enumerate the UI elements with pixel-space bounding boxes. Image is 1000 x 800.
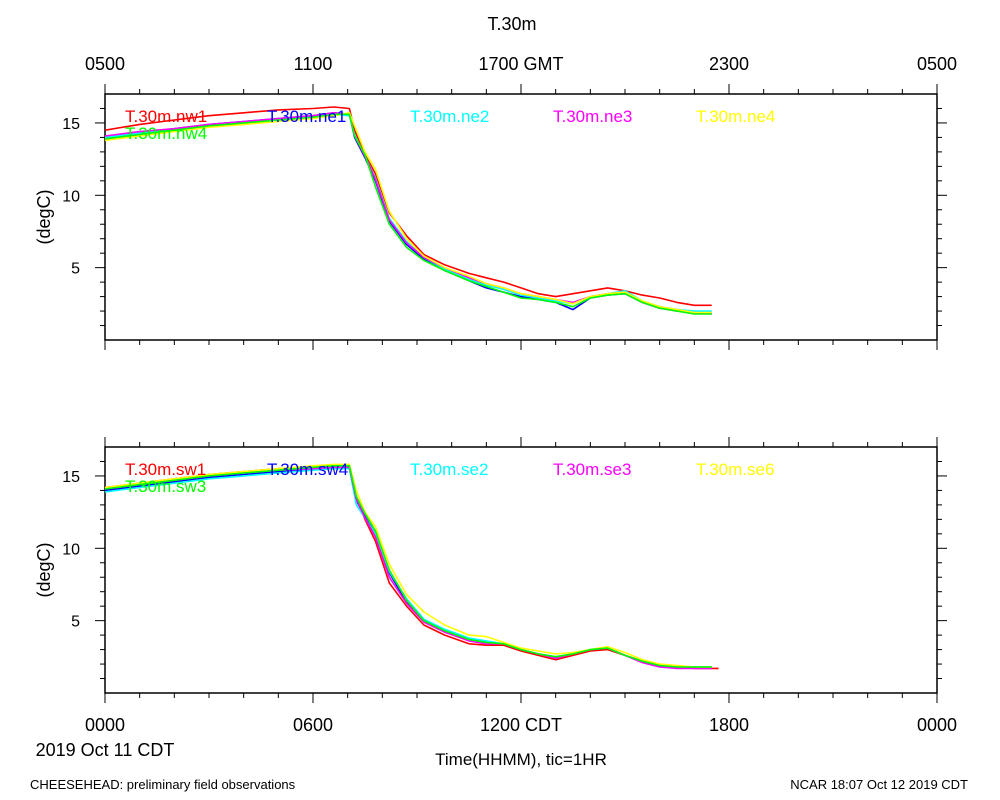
series-line: [104, 112, 712, 314]
y-tick-label: 10: [62, 188, 80, 205]
series-line: [104, 465, 712, 668]
series-line: [104, 467, 712, 668]
bottom-tick-label: 0000: [85, 715, 125, 735]
bottom-tick-label: 0000: [917, 715, 957, 735]
series-line: [104, 466, 712, 668]
plot-frame: [104, 93, 938, 341]
legend-entry: T.30m.ne3: [553, 107, 632, 126]
date-label: 2019 Oct 11 CDT: [36, 740, 175, 760]
legend-entry: T.30m.se6: [696, 460, 774, 479]
legend-entry: T.30m.se2: [410, 460, 488, 479]
footer-right: NCAR 18:07 Oct 12 2019 CDT: [790, 777, 968, 792]
legend-entry: T.30m.sw3: [125, 477, 206, 496]
chart-title: T.30m: [487, 14, 536, 34]
panel-bottom: 5 10 15 (degC) T.30m.sw1 T.30m.sw4 T.30m.se2 T.…: [34, 437, 947, 703]
plot-frame: [104, 446, 938, 694]
x-axis-title: Time(HHMM), tic=1HR: [435, 750, 607, 769]
y-tick-label: 15: [62, 116, 80, 133]
top-tick-label: 1700 GMT: [478, 54, 563, 74]
top-tick-label: 1100: [294, 54, 333, 74]
legend-entry: T.30m.nw4: [125, 124, 207, 143]
y-axis-title: (degC): [34, 542, 54, 597]
series-line: [104, 465, 719, 670]
series-line: [104, 113, 712, 315]
bottom-tick-label: 0600: [293, 715, 333, 735]
legend-entry: T.30m.sw1: [125, 460, 206, 479]
y-tick-label: 5: [71, 614, 80, 631]
top-tick-label: 2300: [709, 54, 749, 74]
y-tick-label: 10: [62, 541, 80, 558]
top-tick-label: 0500: [917, 54, 957, 74]
series-line: [104, 466, 712, 670]
bottom-tick-label: 1800: [709, 715, 749, 735]
y-tick-label: 5: [71, 261, 80, 278]
footer-left: CHEESEHEAD: preliminary field observatio…: [30, 777, 296, 792]
legend-entry: T.30m.ne1: [267, 107, 346, 126]
y-axis-title: (degC): [34, 189, 54, 244]
panel-top: 5 10 15 (degC) T.30m.nw1 T.30m.ne1 T.30m.ne2 T.…: [34, 84, 947, 350]
top-axis-labels: 0500 1100 1700 GMT 2300 0500: [85, 54, 957, 74]
legend-entry: T.30m.se3: [553, 460, 631, 479]
series-line: [104, 463, 712, 668]
legend-entry: T.30m.sw4: [267, 460, 348, 479]
legend-entry: T.30m.ne2: [410, 107, 489, 126]
bottom-tick-label: 1200 CDT: [480, 715, 562, 735]
legend-entry: T.30m.nw1: [125, 107, 207, 126]
series-line: [104, 113, 712, 312]
bottom-axis-labels: 0000 0600 1200 CDT 1800 0000: [85, 715, 957, 735]
y-tick-label: 15: [62, 469, 80, 486]
top-tick-label: 0500: [85, 54, 125, 74]
legend-entry: T.30m.ne4: [696, 107, 775, 126]
